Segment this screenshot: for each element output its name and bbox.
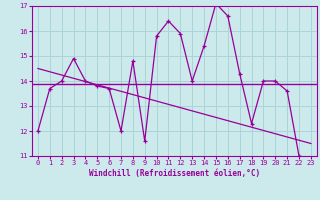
X-axis label: Windchill (Refroidissement éolien,°C): Windchill (Refroidissement éolien,°C) (89, 169, 260, 178)
